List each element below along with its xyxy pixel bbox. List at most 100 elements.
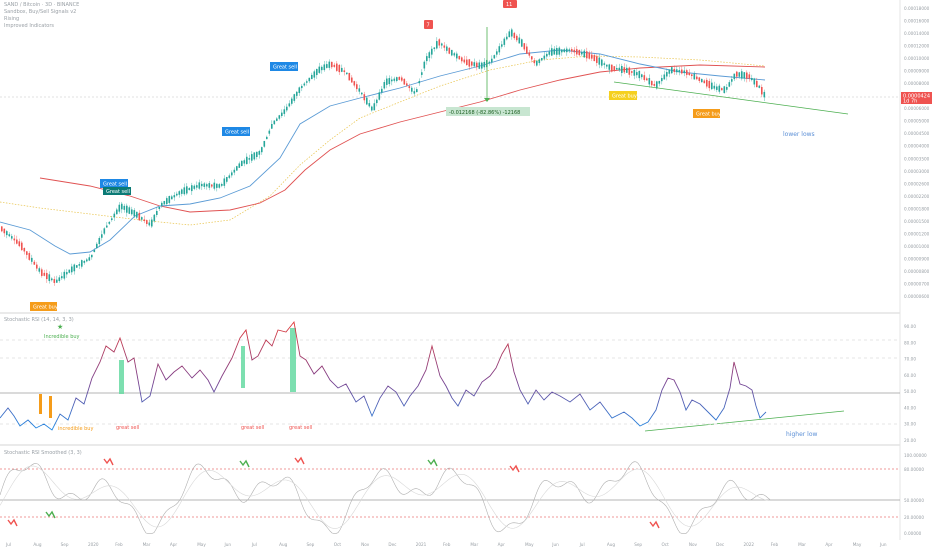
candle-body	[733, 73, 736, 80]
candle-body	[43, 272, 46, 276]
candle-body	[401, 77, 403, 81]
candle-body	[488, 61, 491, 64]
candle-body	[178, 191, 181, 195]
rsi-axis-label: 70.00	[904, 357, 916, 362]
rsi-panel-title: Stochastic RSI (14, 14, 3, 3)	[4, 317, 74, 323]
rsi-great-sell-note-1: great sell	[116, 425, 139, 431]
candle-body	[561, 49, 563, 53]
signal-great-sell-1[interactable]: Great sell	[270, 62, 298, 71]
time-axis-label: Aug	[33, 542, 42, 547]
candle-body	[461, 57, 463, 62]
candle-body	[671, 67, 673, 74]
candle-body	[418, 80, 421, 84]
candle-body	[83, 260, 86, 263]
candle-body	[188, 188, 191, 191]
price-trend-line[interactable]	[613, 81, 849, 115]
candle-body	[388, 78, 391, 85]
signal-great-sell-3[interactable]: Great sell	[100, 179, 128, 188]
candle-body	[31, 257, 33, 262]
price-axis-label: 0.00009000	[904, 69, 930, 74]
stoch-highlight	[427, 458, 438, 467]
signal-great-buy-2[interactable]: Great buy	[609, 91, 637, 100]
candle-body	[331, 61, 333, 68]
star-icon: ★	[57, 323, 63, 331]
candle-body	[613, 66, 616, 71]
candle-body	[251, 154, 253, 161]
time-axis-label: Feb	[115, 542, 123, 547]
price-axis-label: 0.00005000	[904, 119, 930, 124]
candle-body	[196, 185, 198, 188]
time-axis-label: Aug	[607, 542, 616, 547]
price-axis[interactable]: 0.00018000 0.00016000 0.00014000 0.00012000…	[904, 6, 930, 299]
rsi-axis[interactable]: 90.00 80.00 70.00 60.00 50.00 40.00 30.00 20.00	[904, 324, 916, 443]
signal-flag-1-label: 7	[427, 23, 430, 29]
candle-body	[726, 87, 728, 90]
time-axis-label: Jul	[5, 542, 11, 547]
candle-body	[28, 253, 31, 260]
candle-body	[103, 228, 106, 234]
signal-great-buy-3[interactable]: Great buy	[693, 109, 721, 118]
stoch-axis-label: 50.00000	[904, 498, 924, 503]
candle-body	[633, 69, 636, 76]
signal-flag-1[interactable]: 7	[424, 20, 433, 29]
signal-great-sell-2[interactable]: Great sell	[222, 127, 250, 136]
candle-body	[326, 64, 328, 68]
candle-body	[678, 70, 681, 73]
candle-body	[421, 72, 423, 75]
candle-body	[366, 97, 368, 105]
candle-body	[518, 37, 521, 44]
candle-body	[651, 80, 653, 86]
candle-body	[741, 71, 743, 79]
candle-body	[148, 222, 151, 226]
ma-red-line	[39, 64, 766, 213]
price-axis-label: 0.00001800	[904, 206, 930, 211]
candle-body	[658, 80, 661, 84]
candle-body	[73, 264, 76, 272]
time-axis-label: Jul	[251, 542, 257, 547]
current-price-countdown: 1d 7h	[903, 99, 917, 105]
candle-body	[303, 83, 306, 86]
candle-body	[206, 184, 208, 187]
candle-body	[626, 67, 628, 73]
signal-great-buy-1[interactable]: Great buy	[30, 302, 58, 311]
time-axis-label: Oct	[334, 542, 342, 547]
lower-lows-note: lower lows	[783, 131, 815, 138]
candle-body	[558, 47, 561, 55]
measure-label: -0.012168 (-82.86%) -12168	[449, 110, 520, 116]
time-axis-label: Oct	[662, 542, 670, 547]
signal-flag-2[interactable]: 11	[503, 0, 517, 8]
candle-body	[406, 83, 408, 86]
candle-body	[443, 45, 446, 48]
candle-body	[643, 75, 646, 80]
candle-body	[683, 70, 686, 74]
signal-great-sell-4[interactable]: Great sell	[103, 187, 131, 195]
rsi-great-sell-note-2: great sell	[241, 425, 264, 431]
price-axis-label: 0.00014000	[904, 31, 930, 36]
rsi-signal-bars	[39, 328, 296, 418]
candle-body	[233, 169, 236, 173]
price-candles	[1, 27, 766, 286]
signal-great-sell-3-label: Great sell	[103, 182, 127, 188]
rsi-trend-line[interactable]	[644, 410, 845, 432]
candle-body	[378, 92, 381, 100]
candle-body	[323, 64, 326, 71]
candle-body	[451, 49, 453, 56]
candle-body	[271, 123, 273, 129]
candle-body	[578, 49, 581, 56]
candle-body	[753, 78, 756, 85]
stoch-axis-label: 20.00000	[904, 515, 924, 520]
stoch-highlight	[239, 459, 250, 468]
candle-body	[731, 79, 733, 82]
candle-body	[313, 71, 316, 78]
candle-body	[186, 186, 188, 194]
time-axis[interactable]: Jul Aug Sep 2020 Feb Mar Apr May Jun Jul Aug Sep Oct…	[5, 542, 887, 547]
candle-body	[398, 76, 401, 80]
candle-body	[361, 92, 363, 95]
stoch-axis[interactable]: 100.00000 80.00000 50.00000 20.00000 0.00000	[904, 453, 927, 536]
stoch-highlights	[7, 456, 660, 529]
candle-body	[241, 160, 243, 167]
candle-body	[616, 67, 618, 70]
candle-body	[338, 64, 341, 73]
candle-body	[453, 53, 456, 56]
